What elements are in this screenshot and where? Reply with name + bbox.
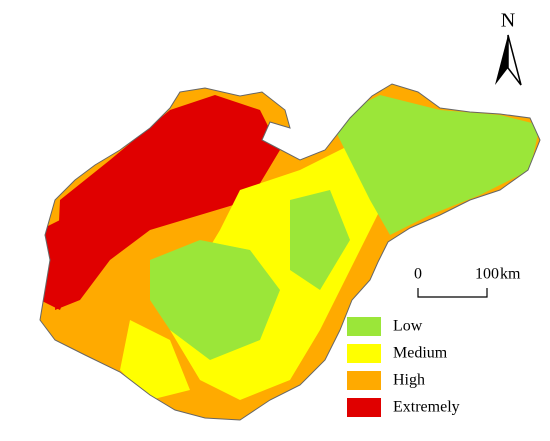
- map-zone: [290, 190, 350, 290]
- map-zone: [120, 320, 190, 400]
- legend-swatch: [347, 344, 381, 363]
- map-zone: [150, 240, 280, 360]
- north-label: N: [501, 10, 515, 32]
- coastline: [39, 83, 541, 421]
- legend-label: Medium: [393, 345, 448, 362]
- legend-label: Extremely: [393, 399, 460, 416]
- legend-label: High: [393, 372, 425, 389]
- legend: Low Medium High Extremely: [347, 317, 460, 417]
- map-zone: [40, 215, 80, 310]
- scale-start: 0: [414, 266, 422, 283]
- legend-swatch: [347, 398, 381, 417]
- scale-bar: [417, 288, 488, 298]
- scale-unit: km: [500, 266, 521, 283]
- map-zone: [330, 95, 540, 235]
- legend-label: Low: [393, 318, 423, 335]
- north-arrow: [495, 35, 508, 85]
- legend-swatch: [347, 317, 381, 336]
- legend-swatch: [347, 371, 381, 390]
- map-zone: [55, 95, 280, 310]
- north-arrow: [507, 34, 522, 86]
- scale-end: 100: [475, 266, 499, 283]
